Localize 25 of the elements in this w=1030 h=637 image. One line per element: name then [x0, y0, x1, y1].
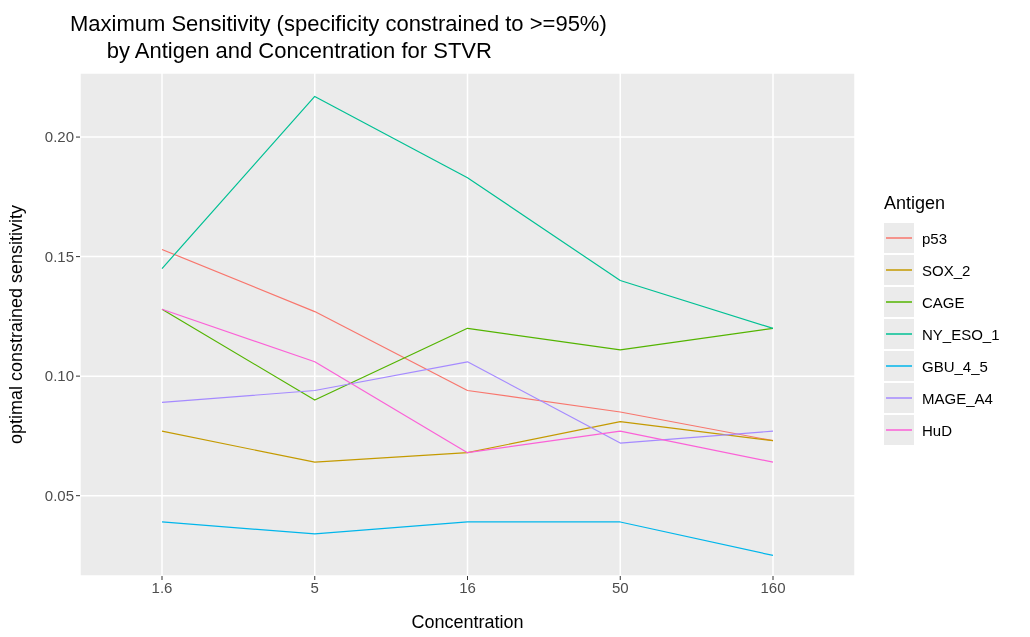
legend-label: MAGE_A4 [922, 389, 993, 407]
y-tick-label: 0.15 [44, 247, 74, 265]
line-series [161, 95, 774, 329]
y-tick-label: 0.20 [44, 128, 74, 146]
legend-title: Antigen [884, 193, 947, 214]
x-tick-label: 160 [760, 578, 786, 596]
x-tick-label: 16 [459, 578, 476, 596]
legend-label: NY_ESO_1 [922, 325, 1000, 343]
legend-label: GBU_4_5 [922, 357, 988, 375]
line-series [161, 361, 774, 444]
legend-label: HuD [922, 421, 953, 439]
y-tick-label: 0.05 [44, 487, 74, 504]
x-tick-label: 1.6 [151, 578, 173, 596]
chart-title: Maximum Sensitivity (specificity constrained to >=95%) by Antigen and Concentration for STVR [70, 10, 607, 64]
line-series [161, 308, 774, 463]
legend-label: p53 [922, 229, 948, 247]
x-axis-title: Concentration [411, 612, 524, 632]
legend-label: SOX_2 [922, 261, 971, 279]
line-series [161, 420, 774, 463]
y-tick-label: 0.10 [44, 367, 74, 385]
legend-label: CAGE [922, 293, 965, 311]
line-series [161, 308, 774, 401]
y-axis-title: optimal constrained sensitivity [6, 204, 27, 445]
x-tick-label: 5 [310, 578, 319, 596]
x-tick-label: 50 [611, 578, 629, 596]
